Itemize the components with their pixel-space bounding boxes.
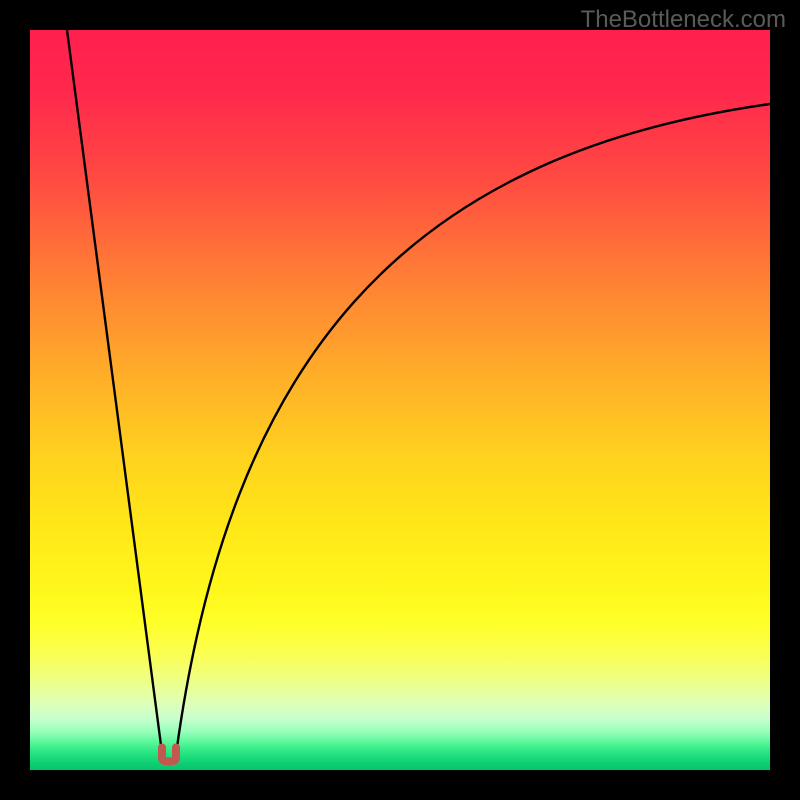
u-marker-icon	[157, 743, 181, 767]
bottleneck-curves	[30, 30, 770, 770]
watermark-text: TheBottleneck.com	[581, 6, 786, 34]
chart-stage: { "watermark": { "text": "TheBottleneck.…	[0, 0, 800, 800]
curve-right-branch	[177, 104, 770, 751]
plot-area	[30, 30, 770, 770]
frame-bottom	[0, 770, 800, 800]
frame-left	[0, 0, 30, 800]
optimal-point-marker	[157, 743, 181, 770]
frame-right	[770, 0, 800, 800]
curve-left-branch	[67, 30, 162, 751]
